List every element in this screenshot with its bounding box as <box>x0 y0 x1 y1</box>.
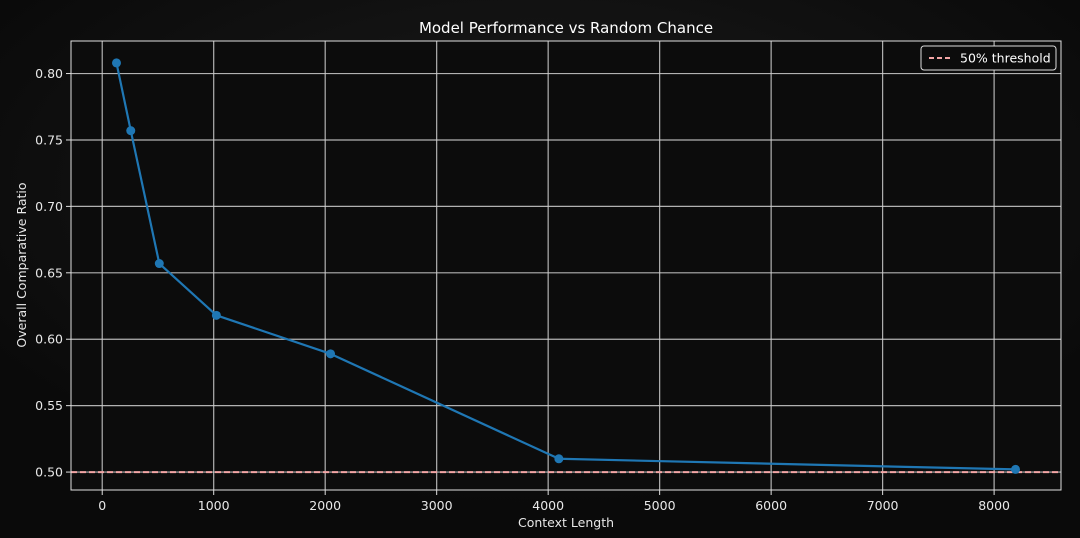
data-point <box>154 259 164 269</box>
x-tick-label: 0 <box>98 498 106 513</box>
data-point <box>326 349 336 359</box>
plot-frame <box>70 40 1062 491</box>
y-axis-ticks: 0.50 0.55 0.60 0.65 0.70 0.75 0.80 <box>35 66 71 480</box>
series-group <box>111 58 1021 474</box>
data-point <box>554 454 564 464</box>
legend: 50% threshold <box>920 45 1057 71</box>
x-tick-label: 4000 <box>532 498 564 513</box>
y-tick-label: 0.60 <box>35 332 63 347</box>
y-tick-label: 0.70 <box>35 199 63 214</box>
plot-area <box>71 41 1061 490</box>
legend-box <box>920 45 1057 71</box>
x-tick-label: 6000 <box>755 498 787 513</box>
legend-label-threshold: 50% threshold <box>960 51 1051 66</box>
y-tick-label: 0.65 <box>35 265 63 280</box>
x-tick-label: 8000 <box>978 498 1010 513</box>
x-axis-label: Context Length <box>518 515 614 530</box>
y-tick-label: 0.50 <box>35 465 63 480</box>
x-tick-label: 7000 <box>867 498 899 513</box>
data-point <box>126 126 136 136</box>
x-tick-label: 2000 <box>309 498 341 513</box>
x-axis-ticks: 0 1000 2000 3000 4000 5000 6000 7000 8000 <box>98 490 1010 513</box>
x-tick-label: 3000 <box>421 498 453 513</box>
x-tick-label: 5000 <box>644 498 676 513</box>
y-tick-label: 0.75 <box>35 132 63 147</box>
y-axis-label: Overall Comparative Ratio <box>14 182 29 347</box>
y-tick-label: 0.55 <box>35 398 63 413</box>
x-tick-label: 1000 <box>198 498 230 513</box>
data-point <box>111 58 121 68</box>
data-point <box>211 310 221 320</box>
y-tick-label: 0.80 <box>35 66 63 81</box>
data-point <box>1011 464 1021 474</box>
chart-title: Model Performance vs Random Chance <box>419 19 713 37</box>
